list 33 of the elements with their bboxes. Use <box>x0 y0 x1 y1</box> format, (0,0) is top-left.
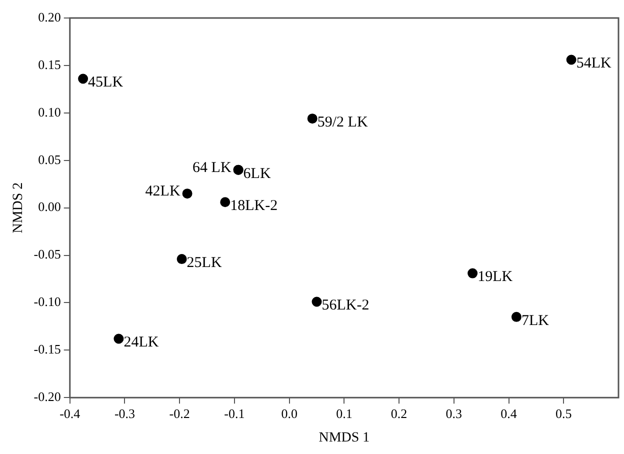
x-tick-label: 0.3 <box>446 406 462 421</box>
x-axis-title: NMDS 1 <box>318 430 370 446</box>
y-tick-label: -0.15 <box>34 342 61 357</box>
annotation: 18LK-2 <box>230 198 278 214</box>
x-tick-label: 0.5 <box>556 406 572 421</box>
annotation: 64 LK <box>192 160 232 176</box>
x-tick-label: 0.4 <box>500 406 518 421</box>
annotation: 56LK-2 <box>322 298 370 314</box>
y-tick-label: 0.05 <box>38 152 61 167</box>
y-tick-label: 0.15 <box>38 56 61 72</box>
y-tick-label: -0.10 <box>34 294 61 310</box>
annotation: 42LK <box>145 184 180 200</box>
x-tick-label: -0.3 <box>114 406 136 421</box>
y-axis-title: NMDS 2 <box>11 182 26 234</box>
y-tick-label: 0.10 <box>38 104 61 120</box>
x-tick-label: -0.2 <box>169 406 190 421</box>
annotation: 19LK <box>478 269 513 286</box>
annotation: 45LK <box>88 74 124 91</box>
annotation: 59/2 LK <box>317 114 368 131</box>
x-tick-label: 0.1 <box>336 406 352 421</box>
x-tick-label: 0.2 <box>390 406 408 421</box>
y-tick-label: -0.20 <box>34 389 61 404</box>
annotation: 6LK <box>243 166 271 182</box>
y-tick-label: 0.20 <box>38 9 61 24</box>
x-tick-label: -0.4 <box>60 406 81 421</box>
annotation: 25LK <box>186 254 222 271</box>
annotation: 7LK <box>521 312 550 329</box>
annotation: 24LK <box>124 334 159 351</box>
annotation: 54LK <box>576 56 612 72</box>
x-tick-label: 0.0 <box>281 406 298 421</box>
y-tick-label: -0.05 <box>34 246 61 262</box>
y-tick-label: 0.00 <box>38 199 61 214</box>
x-tick-label: -0.1 <box>224 406 245 421</box>
